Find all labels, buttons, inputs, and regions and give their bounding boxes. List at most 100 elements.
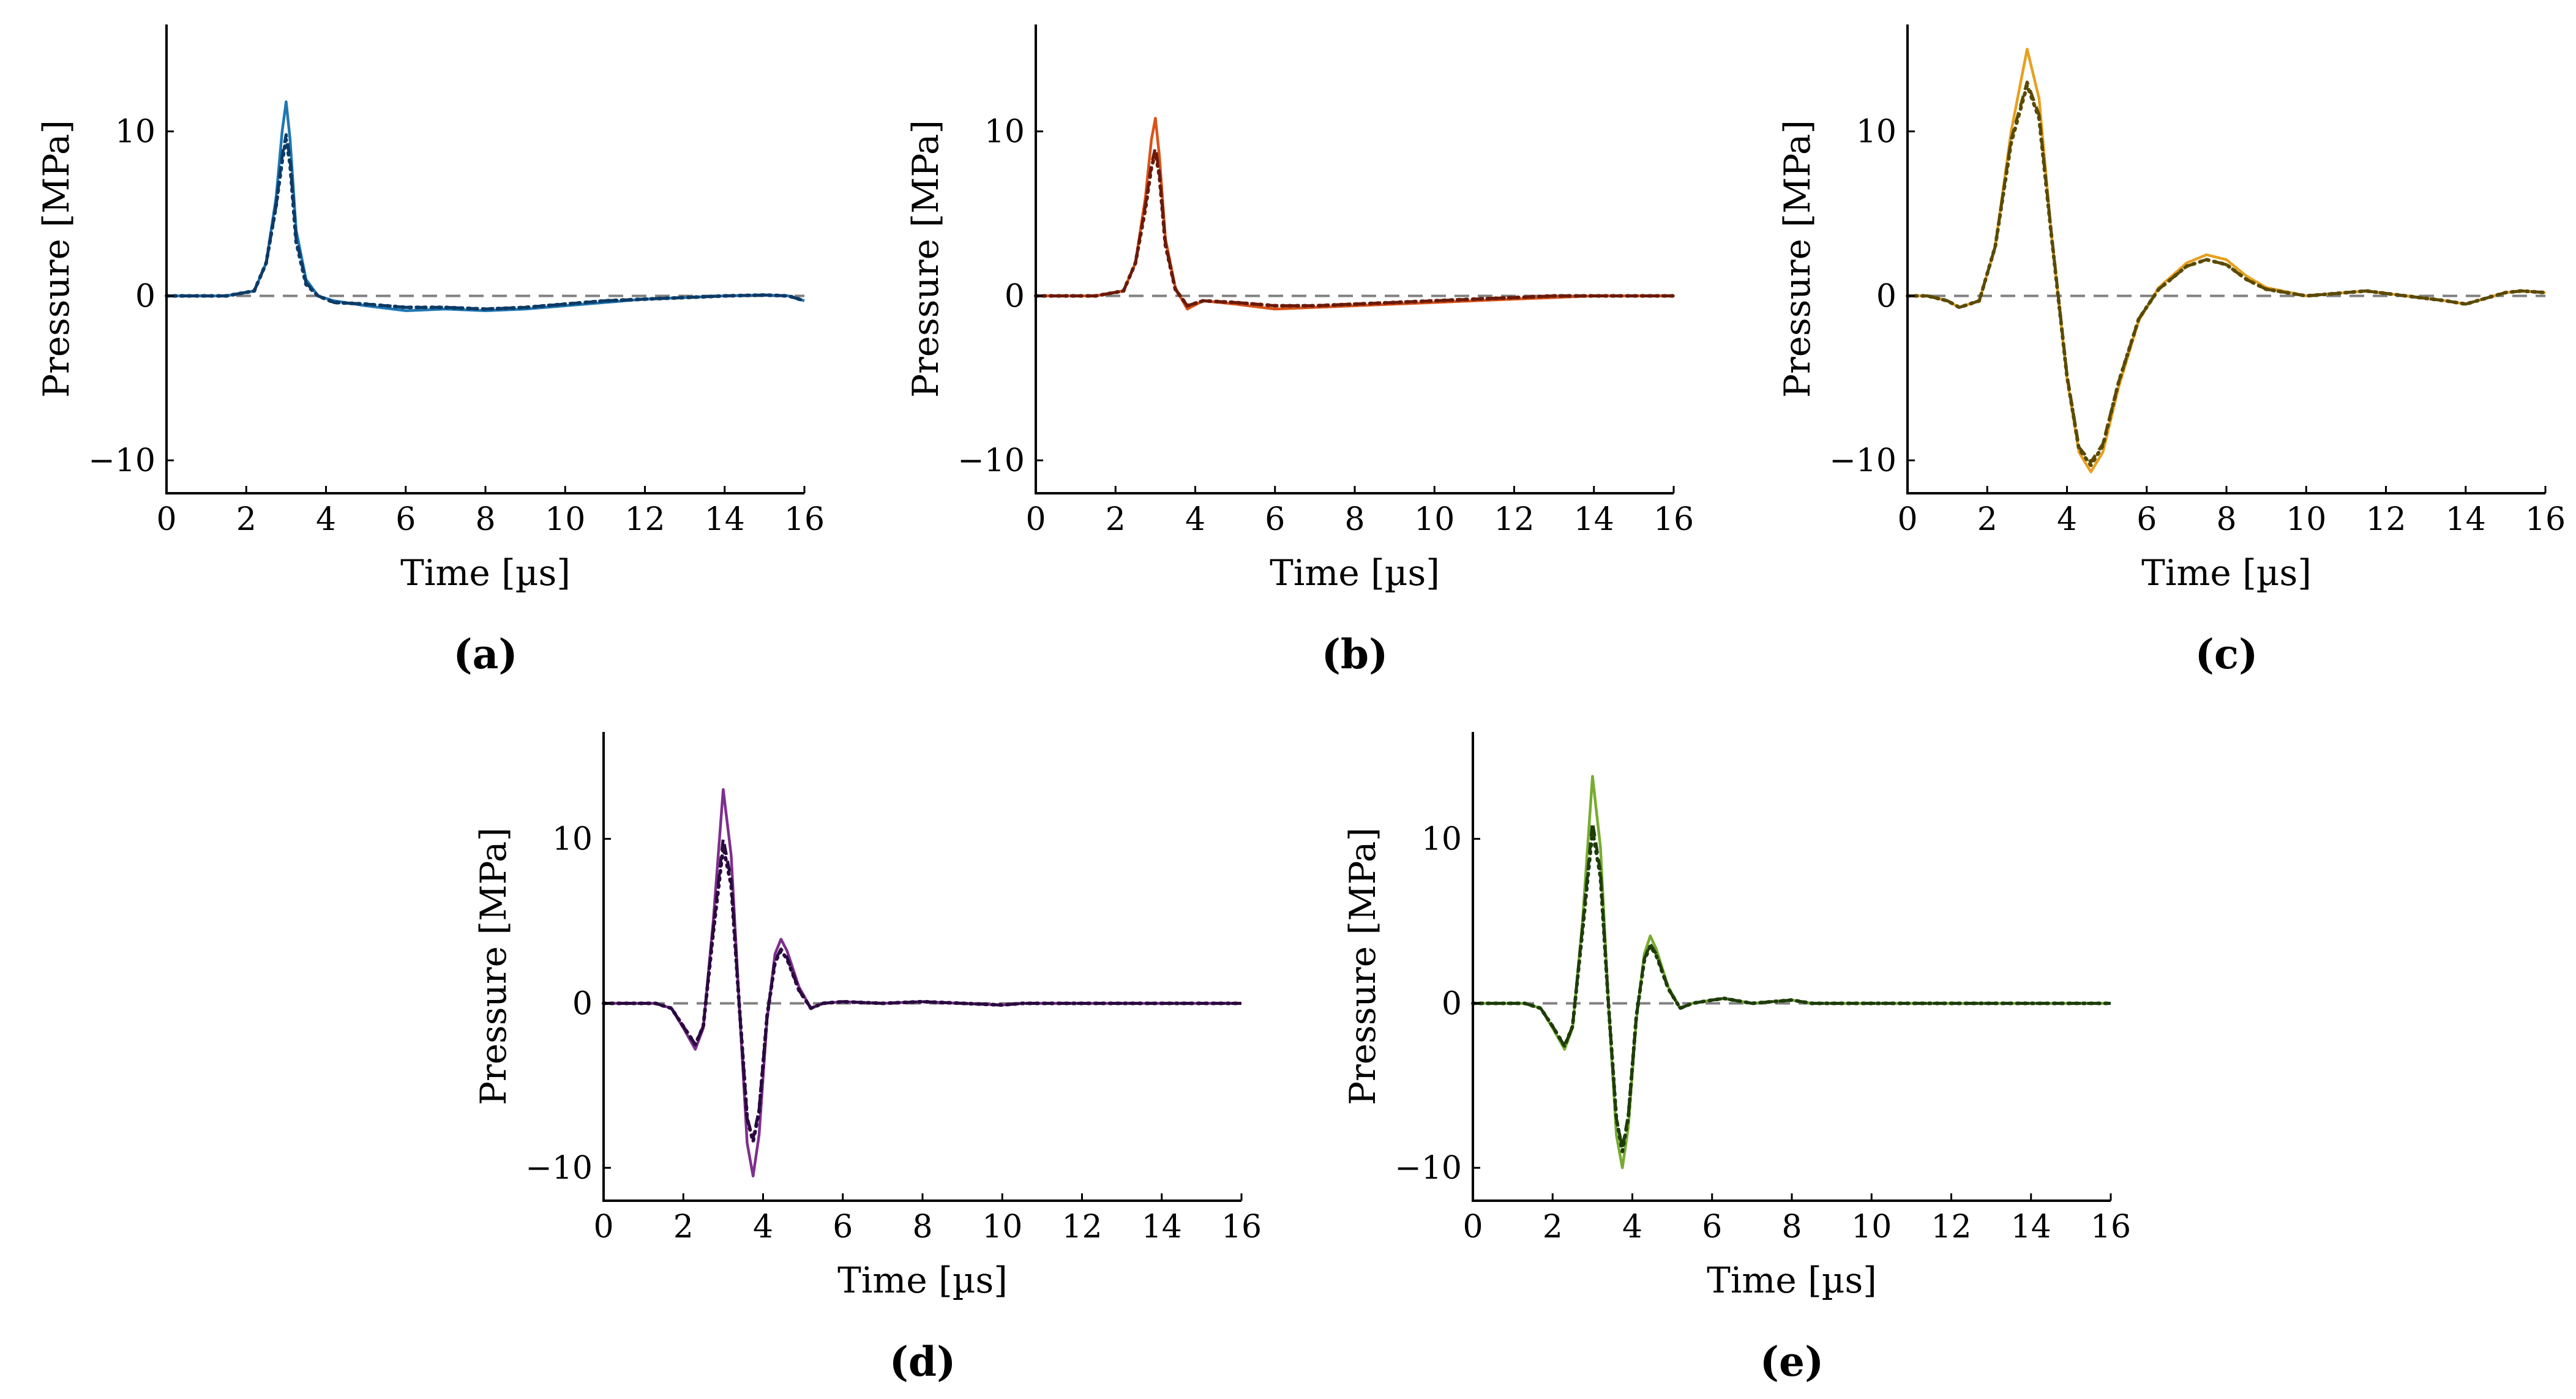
- y-tick-label: 10: [115, 114, 155, 151]
- series-dotted-line: [1906, 83, 2547, 468]
- x-tick-label: 4: [316, 501, 336, 538]
- y-axis-title: Pressure [MPa]: [905, 120, 946, 398]
- y-tick-label: −10: [1395, 1150, 1462, 1187]
- x-tick-label: 2: [1106, 501, 1126, 538]
- x-tick-label: 2: [236, 501, 256, 538]
- x-tick-label: 4: [753, 1209, 773, 1245]
- panel-label: (c): [2195, 630, 2258, 678]
- x-tick-label: 14: [705, 501, 745, 538]
- axis-frame: [1035, 24, 1674, 494]
- x-tick-label: 12: [1494, 501, 1534, 538]
- x-tick-label: 10: [545, 501, 585, 538]
- series-solid-line: [1908, 48, 2546, 474]
- y-tick-label: 10: [984, 114, 1025, 151]
- y-tick-label: 0: [135, 278, 155, 315]
- x-tick-label: 0: [593, 1209, 613, 1245]
- panel-label: (b): [1322, 630, 1388, 678]
- y-tick-label: 10: [1421, 821, 1462, 858]
- x-tick-label: 10: [982, 1209, 1022, 1245]
- y-axis-title: Pressure [MPa]: [1777, 120, 1818, 398]
- x-tick-label: 6: [395, 501, 416, 538]
- x-tick-label: 4: [1622, 1209, 1642, 1245]
- x-tick-label: 4: [2057, 501, 2077, 538]
- series-dashed-line: [1036, 146, 1674, 308]
- x-tick-label: 2: [1543, 1209, 1563, 1245]
- x-tick-label: 14: [1142, 1209, 1182, 1245]
- x-axis-title: Time [µs]: [2141, 552, 2312, 594]
- x-tick-label: 12: [624, 501, 665, 538]
- series-solid-line: [1473, 775, 2111, 1170]
- x-tick-label: 0: [156, 501, 176, 538]
- x-axis-title: Time [µs]: [837, 1259, 1008, 1301]
- series-solid-line: [1036, 116, 1674, 311]
- x-tick-label: 14: [1574, 501, 1614, 538]
- series-dotted-line: [602, 845, 1243, 1144]
- axis-frame: [165, 24, 804, 494]
- x-tick-label: 8: [912, 1209, 932, 1245]
- x-tick-label: 10: [2286, 501, 2326, 538]
- x-tick-label: 12: [1061, 1209, 1102, 1245]
- y-tick-label: 10: [1856, 114, 1896, 151]
- series-dotted-line: [165, 138, 806, 311]
- x-axis-title: Time [µs]: [1270, 552, 1440, 594]
- y-tick-label: 10: [552, 821, 593, 858]
- x-tick-label: 8: [475, 501, 495, 538]
- x-tick-label: 16: [2091, 1209, 2131, 1245]
- y-tick-label: −10: [88, 442, 155, 479]
- x-tick-label: 8: [2216, 501, 2236, 538]
- series-dotted-line: [1471, 829, 2113, 1154]
- x-tick-label: 16: [1221, 1209, 1262, 1245]
- x-tick-label: 10: [1414, 501, 1455, 538]
- x-tick-label: 12: [1931, 1209, 1971, 1245]
- y-axis-title: Pressure [MPa]: [473, 827, 514, 1105]
- x-tick-label: 6: [2136, 501, 2157, 538]
- x-tick-label: 2: [1977, 501, 1998, 538]
- x-tick-label: 14: [2446, 501, 2486, 538]
- y-tick-label: 0: [1876, 278, 1896, 315]
- x-tick-label: 6: [1265, 501, 1285, 538]
- panel-label: (e): [1760, 1338, 1824, 1386]
- series-solid-line: [167, 100, 805, 312]
- y-axis-title: Pressure [MPa]: [1342, 827, 1383, 1105]
- y-tick-label: −10: [525, 1150, 593, 1187]
- x-tick-label: 0: [1025, 501, 1046, 538]
- x-tick-label: 16: [2525, 501, 2566, 538]
- x-tick-label: 12: [2365, 501, 2406, 538]
- x-axis-title: Time [µs]: [1707, 1259, 1877, 1301]
- x-tick-label: 14: [2011, 1209, 2051, 1245]
- x-tick-label: 6: [833, 1209, 853, 1245]
- x-tick-label: 10: [1851, 1209, 1892, 1245]
- x-tick-label: 8: [1781, 1209, 1802, 1245]
- x-axis-title: Time [µs]: [400, 552, 571, 594]
- y-axis-title: Pressure [MPa]: [36, 120, 77, 398]
- x-tick-label: 0: [1462, 1209, 1483, 1245]
- series-dashed-line: [167, 133, 805, 311]
- y-tick-label: 0: [1442, 985, 1462, 1022]
- series-dashed-line: [604, 837, 1241, 1140]
- x-tick-label: 16: [784, 501, 825, 538]
- x-tick-label: 4: [1185, 501, 1205, 538]
- y-tick-label: 0: [1005, 278, 1025, 315]
- y-tick-label: 0: [572, 985, 593, 1022]
- series-dashed-line: [1473, 821, 2111, 1150]
- x-tick-label: 2: [673, 1209, 694, 1245]
- panel-label: (d): [889, 1338, 956, 1386]
- y-tick-label: −10: [957, 442, 1025, 479]
- y-tick-label: −10: [1829, 442, 1896, 479]
- x-tick-label: 16: [1653, 501, 1694, 538]
- x-tick-label: 6: [1702, 1209, 1722, 1245]
- x-tick-label: 8: [1344, 501, 1365, 538]
- axis-frame: [602, 732, 1241, 1202]
- x-tick-label: 0: [1897, 501, 1917, 538]
- series-dotted-line: [1034, 151, 1676, 308]
- panel-label: (a): [453, 630, 517, 678]
- series-dashed-line: [1908, 80, 2546, 464]
- axis-frame: [1472, 732, 2111, 1202]
- series-solid-line: [604, 788, 1241, 1177]
